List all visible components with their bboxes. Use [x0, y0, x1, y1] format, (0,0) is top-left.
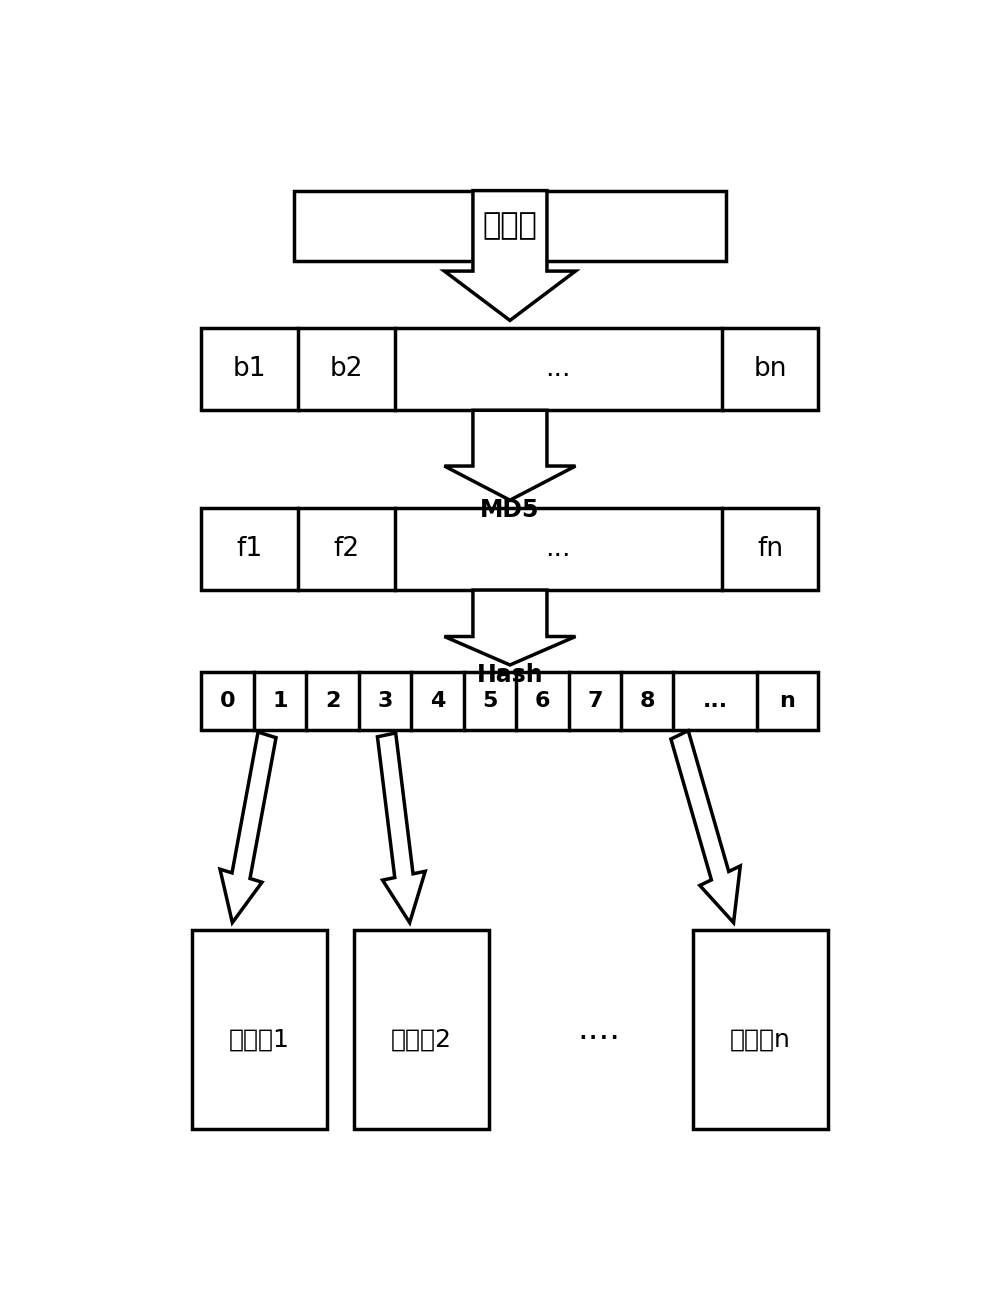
Polygon shape: [444, 590, 575, 665]
Text: 1: 1: [272, 691, 287, 711]
Text: f1: f1: [237, 536, 262, 562]
Polygon shape: [201, 328, 817, 410]
Polygon shape: [444, 191, 575, 320]
Text: 5: 5: [482, 691, 497, 711]
Text: 指纹表1: 指纹表1: [229, 1027, 289, 1052]
Polygon shape: [670, 730, 740, 922]
Text: MD5: MD5: [480, 498, 539, 523]
Text: b1: b1: [233, 357, 266, 383]
Text: 指纹表2: 指纹表2: [391, 1027, 451, 1052]
Text: 0: 0: [220, 691, 236, 711]
Text: 6: 6: [534, 691, 550, 711]
Text: ...: ...: [702, 691, 727, 711]
Polygon shape: [693, 930, 827, 1130]
Text: 3: 3: [377, 691, 393, 711]
Text: 8: 8: [639, 691, 654, 711]
Text: Hash: Hash: [476, 663, 543, 687]
Polygon shape: [201, 508, 817, 590]
Text: 指纹表n: 指纹表n: [730, 1027, 790, 1052]
Text: 数据流: 数据流: [482, 211, 537, 240]
Text: n: n: [779, 691, 794, 711]
Polygon shape: [192, 930, 326, 1130]
Polygon shape: [294, 191, 726, 261]
Text: ...: ...: [545, 536, 571, 562]
Polygon shape: [220, 732, 275, 922]
Polygon shape: [201, 672, 817, 730]
Text: 4: 4: [429, 691, 444, 711]
Text: ....: ....: [577, 1013, 619, 1045]
Polygon shape: [444, 410, 575, 501]
Text: bn: bn: [752, 357, 786, 383]
Polygon shape: [377, 733, 424, 922]
Text: f2: f2: [333, 536, 359, 562]
Text: ...: ...: [545, 357, 571, 383]
Text: b2: b2: [329, 357, 363, 383]
Text: 2: 2: [325, 691, 340, 711]
Polygon shape: [354, 930, 488, 1130]
Text: fn: fn: [756, 536, 782, 562]
Text: 7: 7: [586, 691, 602, 711]
